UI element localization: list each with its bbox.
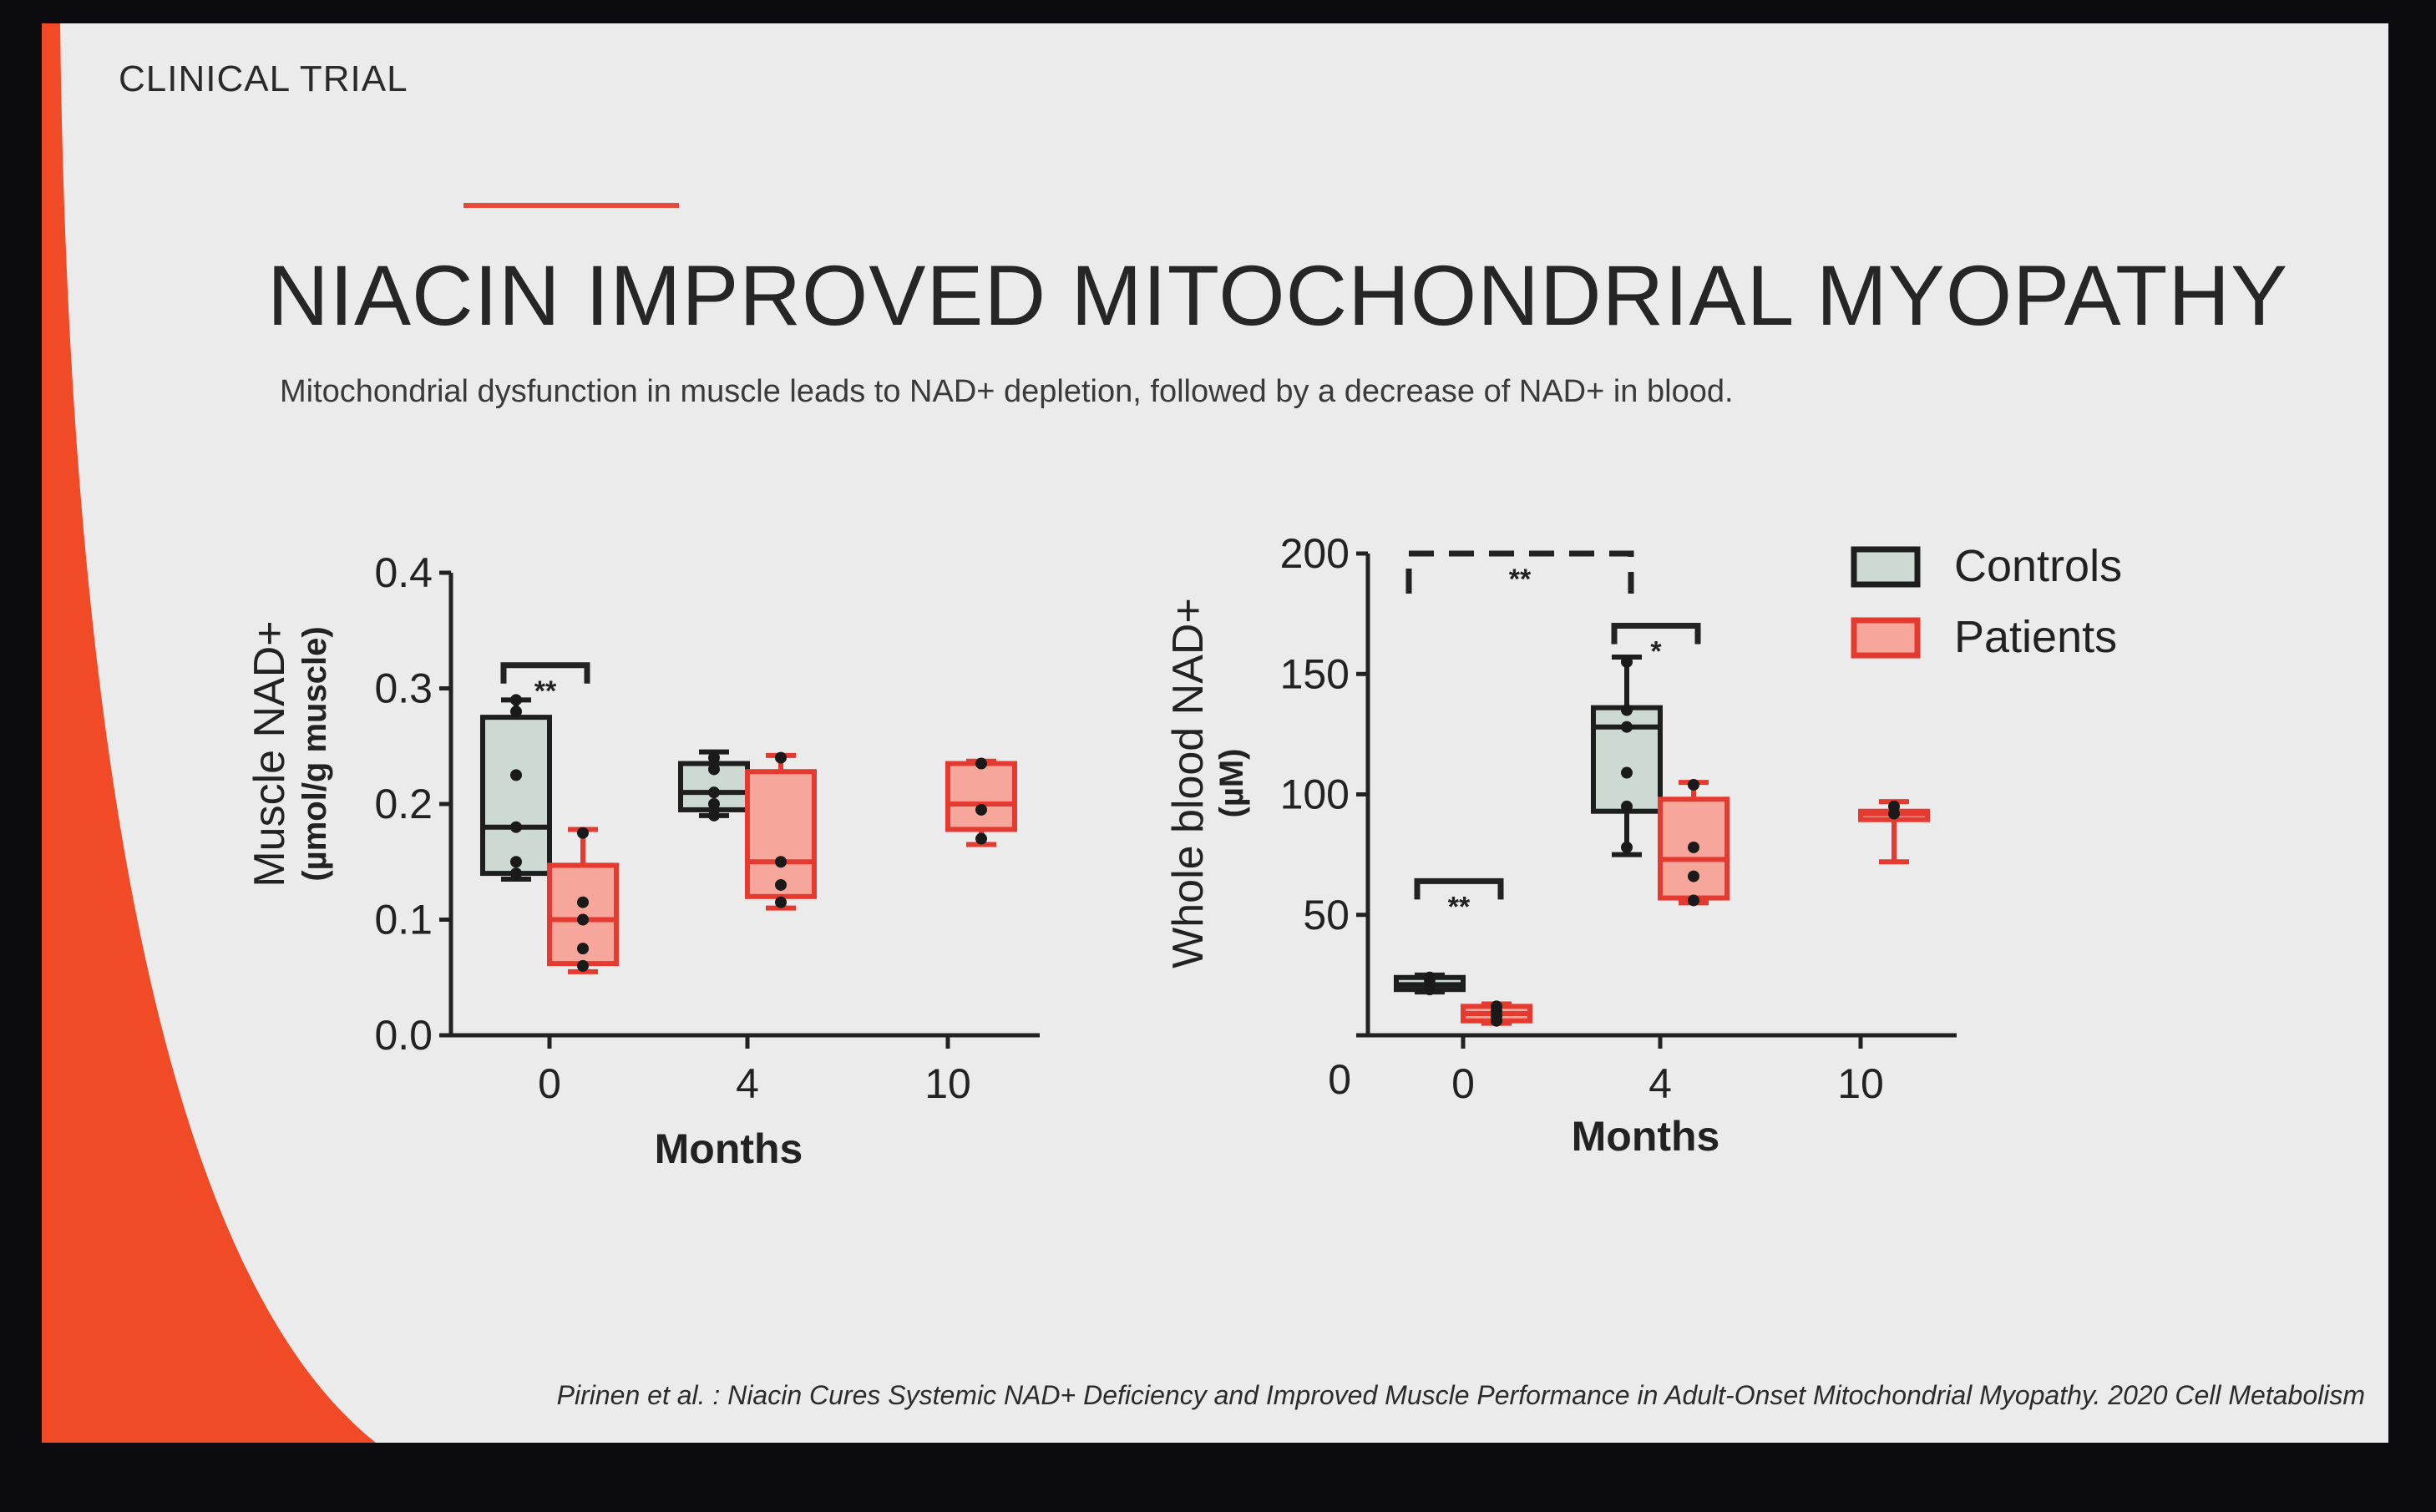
data-point: [1621, 721, 1633, 733]
data-point: [1621, 766, 1633, 779]
data-point: [510, 856, 522, 868]
data-point: [708, 809, 720, 822]
significance-bracket: [1611, 623, 1701, 645]
box-patients-10: [1858, 799, 1930, 865]
data-point: [708, 786, 720, 799]
data-point: [510, 694, 522, 706]
blood-nad-chart: 0 50 100 150 200 0 4 10 Months Whole blood NAD+ (µ…: [1164, 530, 1957, 1160]
box-iqr: [480, 715, 552, 877]
y-tick-label: 0.1: [374, 897, 433, 943]
y-tick-label: 50: [1303, 892, 1350, 938]
data-point: [775, 878, 787, 891]
box-patients-0: [1461, 1000, 1532, 1027]
data-point: [577, 943, 589, 955]
box-patients-10: [945, 757, 1017, 847]
data-point: [1621, 704, 1633, 716]
box-controls-4: [1591, 655, 1663, 857]
legend-label-patients: Patients: [1954, 612, 2117, 662]
box-patients-4: [1658, 778, 1730, 907]
y-tick-label: 0.4: [374, 549, 433, 596]
data-point: [510, 705, 522, 718]
slide: CLINICAL TRIAL NIACIN IMPROVED MITOCHOND…: [42, 23, 2388, 1443]
citation: Pirinen et al. : Niacin Cures Systemic N…: [556, 1380, 2365, 1410]
significance-bracket: [500, 662, 590, 684]
legend-swatch-patients: [1851, 617, 1921, 659]
x-tick-label: 10: [1837, 1060, 1884, 1107]
data-point: [1621, 655, 1633, 668]
y-axis-label: Whole blood NAD+: [1164, 598, 1213, 968]
data-point: [1688, 894, 1699, 907]
data-point: [975, 757, 987, 770]
data-point: [708, 763, 720, 776]
data-point: [975, 803, 987, 816]
data-point: [775, 751, 787, 764]
x-tick-label: 0: [538, 1060, 561, 1107]
data-point: [975, 832, 987, 845]
y-tick-label: 150: [1280, 650, 1350, 697]
significance-bracket: [1414, 877, 1504, 900]
box-iqr: [945, 761, 1017, 832]
data-point: [1621, 841, 1633, 853]
box-iqr: [745, 769, 817, 899]
data-point: [1491, 1000, 1502, 1013]
slide-title: NIACIN IMPROVED MITOCHONDRIAL MYOPATHY: [267, 248, 2289, 343]
data-point: [775, 856, 787, 868]
y-tick-label: 0.3: [374, 665, 433, 712]
title-rule: [463, 203, 679, 208]
x-axis-label: Months: [1572, 1113, 1720, 1160]
y-axis-unit: (µM): [1213, 748, 1250, 817]
data-point: [577, 827, 589, 839]
y-axis-unit: (µmol/g muscle): [296, 626, 333, 881]
data-point: [510, 769, 522, 781]
significance-label: *: [1650, 636, 1662, 668]
accent-band: [42, 23, 376, 1443]
data-point: [1888, 800, 1900, 812]
data-point: [577, 896, 589, 908]
data-point: [775, 896, 787, 908]
x-tick-label: 4: [736, 1060, 759, 1107]
x-axis-label: Months: [655, 1125, 803, 1172]
slide-subtitle: Mitochondrial dysfunction in muscle lead…: [280, 374, 1734, 409]
legend-label-controls: Controls: [1954, 541, 2122, 591]
box-controls-4: [678, 749, 750, 822]
data-point: [1688, 841, 1699, 853]
significance-bracket: [1405, 550, 1634, 594]
legend-swatch-controls: [1851, 546, 1921, 588]
charts-area: 0.0 0.1 0.2 0.3 0.4 0 4 10 Months Muscle NAD+ (µmo…: [246, 530, 2122, 1172]
x-tick-label: 10: [924, 1060, 971, 1107]
legend: Controls Patients: [1851, 541, 2122, 662]
data-point: [1621, 800, 1633, 812]
y-tick-label: 100: [1280, 771, 1350, 818]
y-tick-label: 0: [1328, 1056, 1351, 1103]
section-label: CLINICAL TRIAL: [119, 58, 408, 99]
y-tick-label: 0.2: [374, 781, 433, 827]
data-point: [1688, 778, 1699, 791]
data-point: [510, 867, 522, 880]
significance-label: **: [534, 675, 557, 707]
box-controls-0: [1394, 971, 1466, 996]
significance-label: **: [1509, 564, 1532, 595]
box-patients-4: [745, 751, 817, 911]
significance-label: **: [1448, 891, 1471, 923]
y-axis-label: Muscle NAD+: [246, 620, 294, 887]
box-patients-0: [547, 827, 619, 974]
data-point: [1688, 870, 1699, 882]
data-point: [510, 821, 522, 833]
data-point: [708, 798, 720, 810]
muscle-nad-chart: 0.0 0.1 0.2 0.3 0.4 0 4 10 Months Muscle NAD+ (µmo…: [246, 549, 1040, 1172]
x-tick-label: 4: [1648, 1060, 1672, 1107]
box-controls-0: [480, 694, 552, 882]
y-tick-label: 0.0: [374, 1012, 433, 1059]
data-point: [577, 913, 589, 926]
data-point: [1424, 971, 1436, 984]
y-tick-label: 200: [1280, 530, 1350, 577]
data-point: [708, 751, 720, 764]
x-tick-label: 0: [1451, 1060, 1475, 1107]
data-point: [577, 959, 589, 972]
